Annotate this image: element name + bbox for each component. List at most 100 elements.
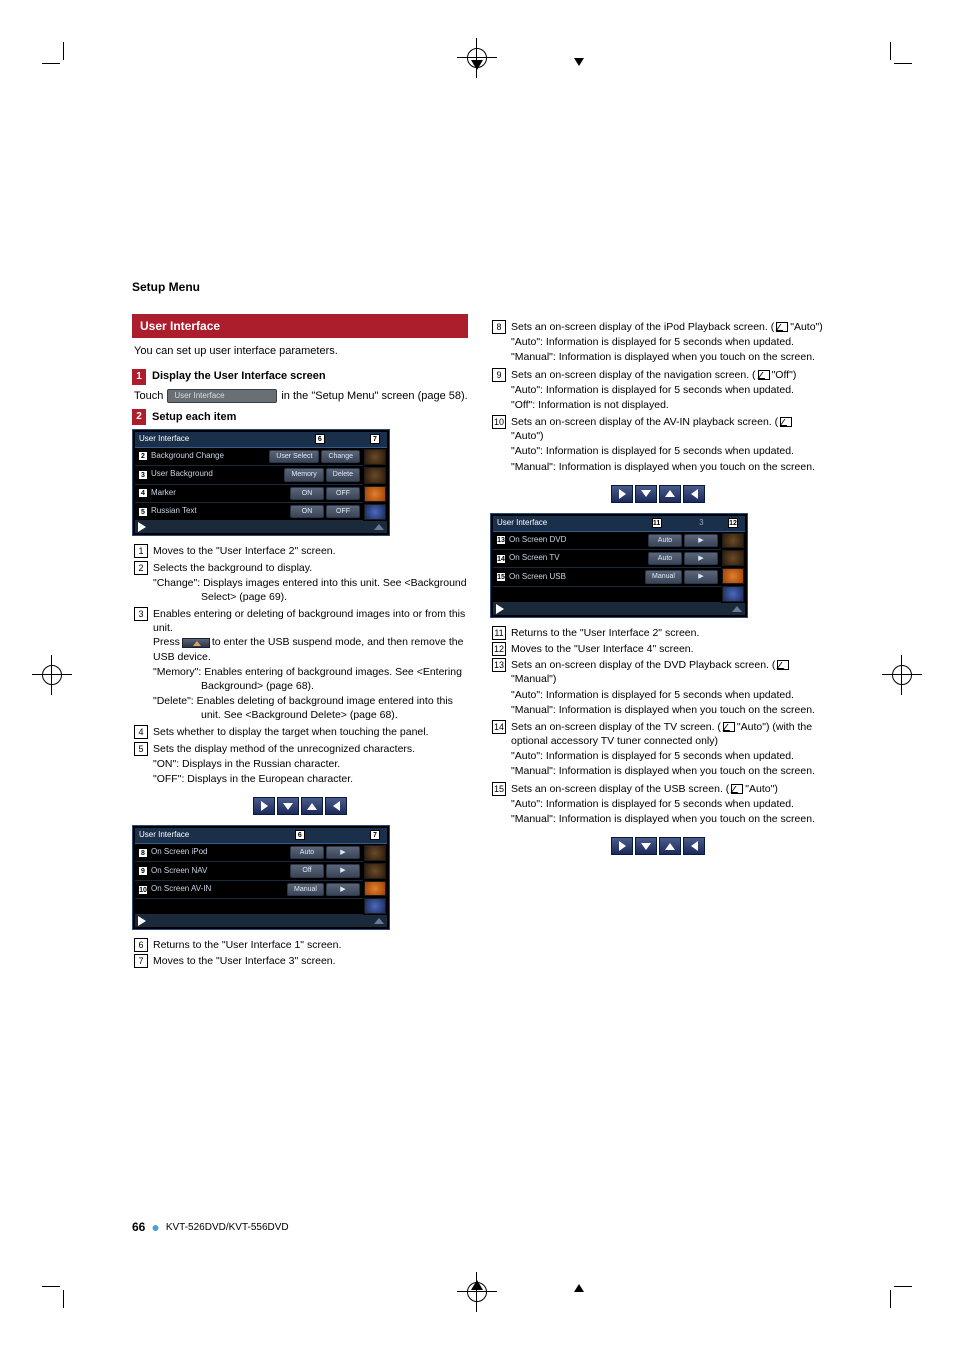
- item-num: 1: [134, 544, 148, 558]
- section-intro: You can set up user interface parameters…: [134, 344, 466, 359]
- item-num: 11: [492, 626, 506, 640]
- default-icon: [731, 784, 743, 794]
- up-icon: [307, 803, 317, 810]
- up-icon[interactable]: [732, 606, 742, 612]
- item-num: 15: [492, 782, 506, 796]
- nav-down-button[interactable]: [635, 485, 657, 503]
- side-tile[interactable]: [364, 863, 386, 879]
- screenshot-title: User Interface: [139, 830, 189, 841]
- on-button[interactable]: ON: [290, 505, 324, 518]
- change-button[interactable]: Change: [321, 450, 360, 463]
- value-button[interactable]: Off: [290, 864, 324, 877]
- nav-up-button[interactable]: [659, 837, 681, 855]
- value-button[interactable]: Manual: [287, 883, 324, 896]
- value-button[interactable]: Auto: [648, 552, 682, 565]
- nav-right-button[interactable]: [253, 797, 275, 815]
- screenshot-footer: [135, 521, 387, 533]
- nav-strip: [598, 485, 718, 503]
- row-onscreen-usb: 15 On Screen USB Manual ▶: [493, 568, 721, 586]
- nav-left-button[interactable]: [683, 837, 705, 855]
- nav-up-button[interactable]: [659, 485, 681, 503]
- default-icon: [777, 660, 789, 670]
- side-tile[interactable]: [722, 533, 744, 549]
- nav-down-button[interactable]: [635, 837, 657, 855]
- off-button[interactable]: OFF: [326, 505, 360, 518]
- nav-left-button[interactable]: [325, 797, 347, 815]
- page-number: 66: [132, 1220, 145, 1234]
- side-tile[interactable]: [364, 881, 386, 897]
- val: Information is displayed for 5 seconds w…: [546, 798, 794, 810]
- default-icon: [776, 322, 788, 332]
- nav-left-button[interactable]: [683, 485, 705, 503]
- crop-mark: [63, 1290, 64, 1308]
- memory-button[interactable]: Memory: [284, 468, 323, 481]
- right-icon: [619, 841, 626, 851]
- item-13: Sets an on-screen display of the DVD Pla…: [511, 658, 826, 718]
- callout-9: 9: [138, 866, 148, 876]
- empty-row: [493, 587, 721, 603]
- right-icon: [261, 801, 268, 811]
- value-button[interactable]: Auto: [648, 534, 682, 547]
- crop-mark: [42, 63, 60, 64]
- side-tile[interactable]: [722, 568, 744, 584]
- suspend-button-icon[interactable]: [182, 638, 210, 648]
- callout-11: 11: [652, 518, 662, 528]
- screenshot-ui1: User Interface 6 7 2 Background Change U…: [132, 429, 390, 537]
- callout-15: 15: [496, 572, 506, 582]
- side-tile[interactable]: [364, 467, 386, 483]
- on-button[interactable]: ON: [290, 487, 324, 500]
- callout-5: 5: [138, 507, 148, 517]
- nav-down-button[interactable]: [277, 797, 299, 815]
- side-tile[interactable]: [364, 504, 386, 520]
- next-button[interactable]: ▶: [326, 846, 360, 859]
- side-tile[interactable]: [364, 845, 386, 861]
- def: "Off"): [772, 369, 797, 381]
- val: Information is displayed when you touch …: [559, 704, 815, 716]
- callout-7: 7: [370, 830, 380, 840]
- nav-up-button[interactable]: [301, 797, 323, 815]
- next-button[interactable]: ▶: [684, 552, 718, 565]
- item-num: 7: [134, 954, 148, 968]
- def: "Auto"): [511, 430, 544, 442]
- item-12: Moves to the "User Interface 4" screen.: [511, 642, 826, 656]
- value-button[interactable]: Auto: [290, 846, 324, 859]
- left-icon: [333, 801, 340, 811]
- off-button[interactable]: OFF: [326, 487, 360, 500]
- item-text: Sets an on-screen display of the USB scr…: [511, 783, 729, 795]
- side-tile[interactable]: [364, 486, 386, 502]
- next-button[interactable]: ▶: [326, 883, 360, 896]
- registration-mark: [457, 1272, 497, 1312]
- default-icon: [780, 417, 792, 427]
- row-label: On Screen DVD: [509, 535, 646, 546]
- next-button[interactable]: ▶: [684, 534, 718, 547]
- touch-post: in the "Setup Menu" screen (page 58).: [281, 389, 467, 404]
- row-background-change: 2 Background Change User Select Change: [135, 448, 363, 466]
- side-tile[interactable]: [364, 898, 386, 914]
- nav-right-button[interactable]: [611, 485, 633, 503]
- item-1: Moves to the "User Interface 2" screen.: [153, 544, 468, 558]
- registration-mark: [457, 38, 497, 78]
- up-icon[interactable]: [374, 524, 384, 530]
- registration-mark: [882, 655, 922, 695]
- row-label: On Screen AV-IN: [151, 884, 285, 895]
- next-button[interactable]: ▶: [684, 570, 718, 583]
- step-num: 1: [132, 369, 146, 385]
- delete-button[interactable]: Delete: [326, 468, 360, 481]
- user-select-button[interactable]: User Select: [269, 450, 319, 463]
- val: Information is displayed when you touch …: [559, 351, 815, 363]
- fold-mark: [574, 1284, 584, 1292]
- crop-mark: [894, 1286, 912, 1287]
- row-onscreen-dvd: 13 On Screen DVD Auto ▶: [493, 532, 721, 550]
- side-tile[interactable]: [722, 550, 744, 566]
- screenshot-title: User Interface: [497, 518, 547, 529]
- screenshot-ui2: User Interface 6 7 8 On Screen iPod Auto…: [132, 825, 390, 930]
- callout-13: 13: [496, 535, 506, 545]
- nav-right-button[interactable]: [611, 837, 633, 855]
- side-tile[interactable]: [722, 586, 744, 602]
- fold-mark: [471, 60, 483, 70]
- up-icon[interactable]: [374, 918, 384, 924]
- next-button[interactable]: ▶: [326, 864, 360, 877]
- side-tile[interactable]: [364, 449, 386, 465]
- value-button[interactable]: Manual: [645, 570, 682, 583]
- setup-menu-button[interactable]: User Interface: [167, 389, 277, 404]
